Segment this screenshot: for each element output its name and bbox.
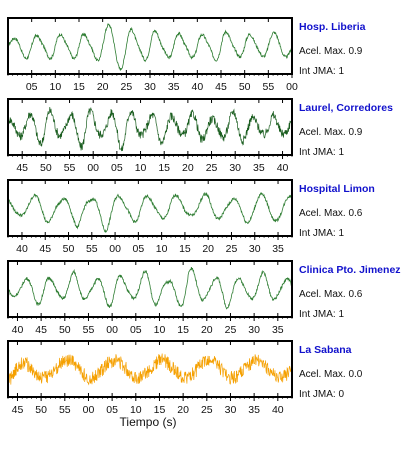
panel-frame-4	[7, 260, 293, 318]
x-tick-label: 45	[16, 162, 28, 174]
x-tick-label: 55	[262, 81, 274, 93]
panel-1: 05 10 15 20 25 30 35 40 45 50 55 00 Hosp. Liberia Ace…	[7, 17, 366, 93]
x-tick-label: 35	[253, 162, 265, 174]
x-tick-label: 10	[156, 243, 168, 255]
x-tick-label: 00	[106, 324, 118, 336]
x-tick-label: 10	[135, 162, 147, 174]
x-tick-label: 50	[35, 404, 47, 416]
panel-4: 40 45 50 55 00 05 10 15 20 25 30 35 Clinica Pto. Jim…	[7, 260, 401, 336]
x-tick-label: 20	[182, 162, 194, 174]
x-tick-label: 55	[64, 162, 76, 174]
int-jma-3: Int JMA: 1	[299, 228, 344, 239]
x-tick-label: 10	[154, 324, 166, 336]
x-tick-label: 05	[130, 324, 142, 336]
x-tick-label: 40	[191, 81, 203, 93]
x-tick-label: 15	[158, 162, 170, 174]
x-tick-label: 05	[26, 81, 38, 93]
x-tick-label: 25	[226, 243, 238, 255]
int-jma-5: Int JMA: 0	[299, 389, 344, 400]
x-tick-label: 00	[87, 162, 99, 174]
x-tick-label: 45	[12, 404, 24, 416]
x-tick-label: 30	[249, 243, 261, 255]
x-tick-label: 30	[225, 404, 237, 416]
x-tick-label: 45	[39, 243, 51, 255]
panel-3: 40 45 50 55 00 05 10 15 20 25 30 35 Hospital Limon Ac…	[7, 179, 375, 255]
acel-max-4: Acel. Max. 0.6	[299, 289, 363, 300]
waveform-2	[7, 107, 293, 152]
panel-frame-3	[7, 179, 293, 237]
x-tick-label: 45	[35, 324, 47, 336]
x-tick-label: 25	[201, 404, 213, 416]
x-tick-label: 15	[73, 81, 85, 93]
x-tick-label: 30	[144, 81, 156, 93]
waveform-4	[7, 266, 293, 310]
station-name-5: La Sabana	[299, 344, 352, 356]
x-tick-label: 50	[59, 324, 71, 336]
x-tick-label: 05	[106, 404, 118, 416]
x-tick-label: 15	[179, 243, 191, 255]
x-tick-label: 20	[177, 404, 189, 416]
x-tick-label: 25	[120, 81, 132, 93]
x-tick-label: 25	[206, 162, 218, 174]
x-tick-label: 10	[130, 404, 142, 416]
int-jma-4: Int JMA: 1	[299, 309, 344, 320]
x-tick-label: 40	[277, 162, 289, 174]
x-tick-label: 45	[215, 81, 227, 93]
x-tick-label: 50	[63, 243, 75, 255]
x-tick-label: 35	[272, 324, 284, 336]
x-tick-label: 15	[177, 324, 189, 336]
x-tick-label: 35	[248, 404, 260, 416]
panel-2: 45 50 55 00 05 10 15 20 25 30 35 40 Laurel, Corredor…	[7, 98, 393, 174]
x-tick-label: 40	[12, 324, 24, 336]
x-tick-label: 40	[272, 404, 284, 416]
x-tick-label: 30	[248, 324, 260, 336]
acel-max-3: Acel. Max. 0.6	[299, 208, 363, 219]
x-tick-label: 20	[201, 324, 213, 336]
x-tick-label: 05	[111, 162, 123, 174]
station-name-1: Hosp. Liberia	[299, 21, 366, 33]
x-tick-label: 30	[229, 162, 241, 174]
waveform-5	[7, 353, 293, 390]
x-axis-title: Tiempo (s)	[120, 415, 177, 429]
x-tick-label: 20	[97, 81, 109, 93]
station-name-4: Clinica Pto. Jimenez	[299, 264, 401, 276]
acel-max-2: Acel. Max. 0.9	[299, 127, 363, 138]
panels: 05 10 15 20 25 30 35 40 45 50 55 00 Hosp. Liberia Ace…	[7, 17, 401, 416]
panel-5: 45 50 55 00 05 10 15 20 25 30 35 40 La Sabana Acel. M…	[7, 340, 363, 416]
x-tick-label: 40	[16, 243, 28, 255]
x-tick-label: 50	[40, 162, 52, 174]
waveform-1	[7, 23, 293, 71]
x-tick-label: 55	[83, 324, 95, 336]
station-name-2: Laurel, Corredores	[299, 102, 393, 114]
x-tick-label: 55	[59, 404, 71, 416]
x-tick-label: 15	[154, 404, 166, 416]
x-tick-label: 35	[168, 81, 180, 93]
x-tick-label: 05	[133, 243, 145, 255]
int-jma-1: Int JMA: 1	[299, 66, 344, 77]
panel-frame-2	[7, 98, 293, 156]
x-tick-label: 00	[83, 404, 95, 416]
station-name-3: Hospital Limon	[299, 183, 375, 195]
x-tick-label: 55	[86, 243, 98, 255]
x-tick-label: 00	[109, 243, 121, 255]
x-tick-label: 25	[225, 324, 237, 336]
waveform-3	[7, 191, 293, 233]
x-tick-label: 00	[286, 81, 298, 93]
int-jma-2: Int JMA: 1	[299, 147, 344, 158]
x-tick-label: 10	[49, 81, 61, 93]
x-tick-label: 50	[239, 81, 251, 93]
acel-max-1: Acel. Max. 0.9	[299, 46, 363, 57]
x-tick-label: 35	[272, 243, 284, 255]
x-tick-label: 20	[202, 243, 214, 255]
acel-max-5: Acel. Max. 0.0	[299, 369, 363, 380]
